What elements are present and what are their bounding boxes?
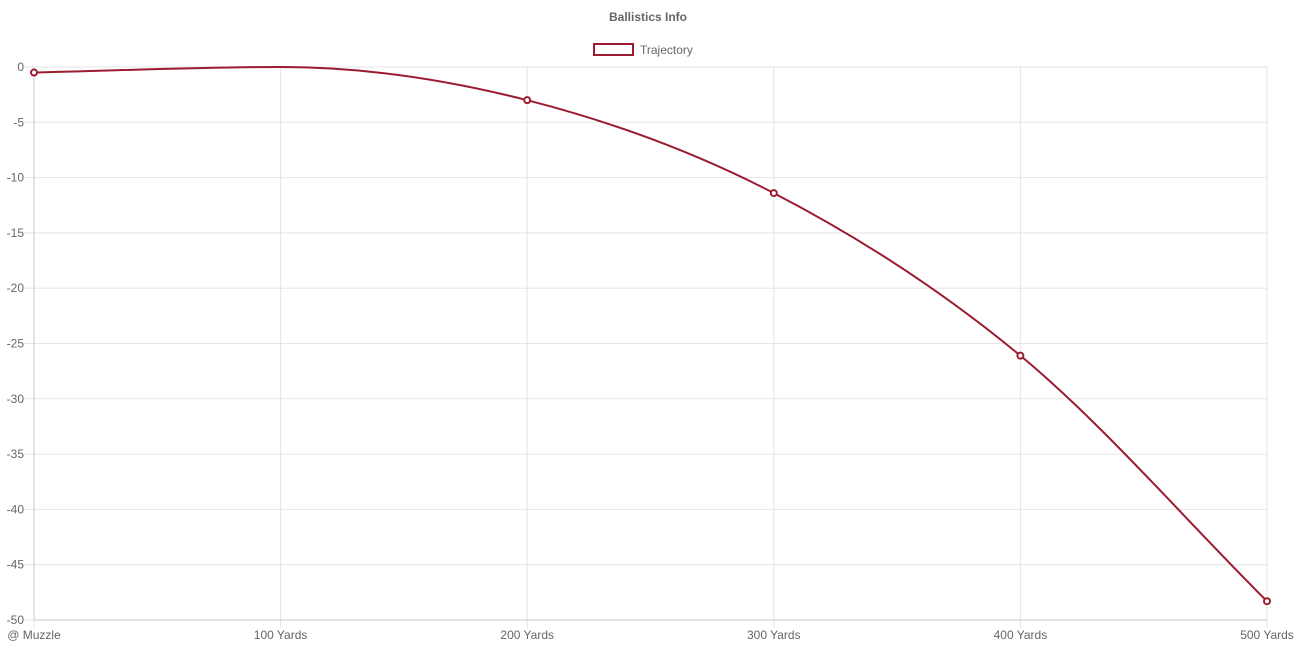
y-tick-label: -25 xyxy=(7,337,25,351)
y-tick-label: -10 xyxy=(7,171,25,185)
legend-swatch-trajectory[interactable] xyxy=(593,43,634,56)
y-tick-label: -35 xyxy=(7,447,25,461)
data-point[interactable] xyxy=(523,96,532,105)
data-point[interactable] xyxy=(769,189,778,198)
data-points xyxy=(30,68,1271,606)
x-tick-label: 400 Yards xyxy=(994,628,1048,642)
legend-label-trajectory[interactable]: Trajectory xyxy=(640,43,693,57)
x-tick-label: 100 Yards xyxy=(254,628,308,642)
y-tick-label: 0 xyxy=(17,60,24,74)
y-tick-label: -15 xyxy=(7,226,25,240)
y-axis-ticks: 0 -5 -10 -15 -20 -25 -30 -35 -40 -45 -50 xyxy=(7,60,25,627)
chart-title: Ballistics Info xyxy=(609,10,687,24)
x-tick-label: 300 Yards xyxy=(747,628,801,642)
trajectory-line xyxy=(33,65,1268,602)
y-tick-label: -45 xyxy=(7,558,25,572)
data-point[interactable] xyxy=(30,68,38,77)
axes xyxy=(33,67,1267,621)
y-tick-label: -20 xyxy=(7,281,25,295)
y-tick-label: -40 xyxy=(7,502,25,516)
data-point[interactable] xyxy=(1263,597,1271,606)
y-tick-label: -5 xyxy=(13,115,24,129)
series-trajectory xyxy=(33,65,1268,602)
y-tick-label: -50 xyxy=(7,613,25,627)
data-point[interactable] xyxy=(1016,351,1025,360)
legend[interactable]: Trajectory xyxy=(593,43,693,57)
x-axis-ticks: @ Muzzle 100 Yards 200 Yards 300 Yards 400 Y… xyxy=(7,628,1294,642)
y-tick-label: -30 xyxy=(7,392,25,406)
grid xyxy=(24,66,1268,628)
x-tick-label: 200 Yards xyxy=(500,628,554,642)
x-tick-label: 500 Yards xyxy=(1240,628,1294,642)
x-tick-label: @ Muzzle xyxy=(7,628,61,642)
